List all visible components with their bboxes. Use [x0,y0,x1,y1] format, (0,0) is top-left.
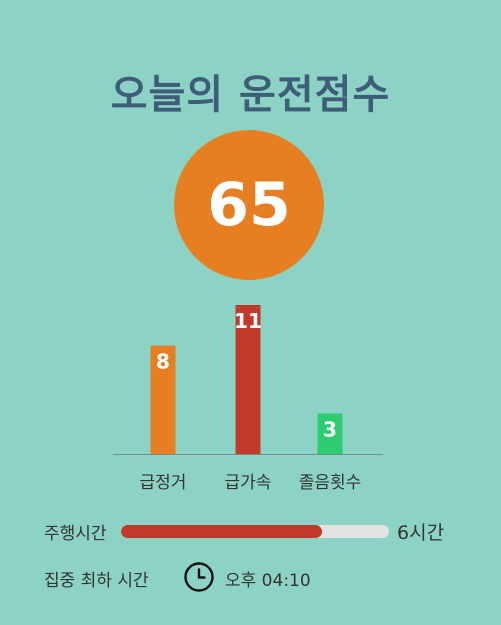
score-circle: 65 [174,130,324,280]
bar-value-label: 3 [323,417,337,441]
score-value: 65 [207,170,291,240]
category-label: 급가속 [225,473,272,493]
bar-1 [150,345,176,454]
bar-value-label: 11 [234,309,262,333]
lowest-focus-time-value: 오후 04:10 [225,571,311,591]
bar-3 [317,413,343,454]
driving-time-row: 주행시간 6시간 [44,516,464,546]
clock-icon [184,562,214,592]
bar-2 [235,305,261,454]
lowest-focus-time-row: 집중 최하 시간 오후 04:10 [44,560,464,594]
driving-time-label: 주행시간 [44,524,107,544]
bar-value-label: 8 [156,350,170,374]
category-label: 졸음횟수 [299,473,362,493]
driving-time-progress-bar [121,525,389,538]
lowest-focus-time-label: 집중 최하 시간 [44,571,149,591]
page-title: 오늘의 운전점수 [110,72,391,118]
driving-time-total: 6시간 [397,522,445,544]
category-label: 급정거 [140,473,187,493]
driving-time-progress-fill [121,525,322,538]
